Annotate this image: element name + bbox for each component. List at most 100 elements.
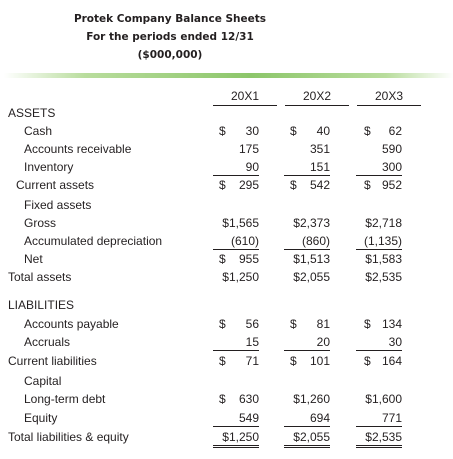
value-20x3: (1,135) bbox=[356, 234, 402, 250]
currency-sign: $ bbox=[219, 124, 226, 138]
value-20x3: $2,535 bbox=[365, 270, 402, 284]
currency-sign: $ bbox=[219, 317, 226, 331]
row-label: Accounts payable bbox=[24, 317, 119, 331]
table-row: Fixed assets bbox=[0, 197, 453, 215]
table-row: Accumulated depreciation (610) (860) (1,… bbox=[0, 233, 453, 251]
table-row: Accruals 15 20 30 bbox=[0, 334, 453, 352]
title-units: ($000,000) bbox=[137, 49, 203, 61]
column-header-20x1: 20X1 bbox=[213, 89, 277, 106]
value-20x3: $1,583 bbox=[365, 252, 402, 266]
table-row: Gross $1,565 $2,373 $2,718 bbox=[0, 215, 453, 233]
value-20x3: 134 bbox=[381, 317, 402, 331]
value-20x3: 164 bbox=[381, 354, 402, 368]
value-20x1: 175 bbox=[238, 142, 259, 156]
value-20x2: $2,373 bbox=[293, 216, 330, 230]
value-20x2: 81 bbox=[316, 317, 330, 331]
title-company: Protek Company Balance Sheets bbox=[73, 13, 267, 25]
value-20x1: 630 bbox=[238, 392, 259, 406]
currency-sign: $ bbox=[219, 252, 226, 266]
column-header-20x2: 20X2 bbox=[285, 89, 349, 106]
currency-sign: $ bbox=[290, 354, 297, 368]
value-20x1: (610) bbox=[213, 234, 259, 250]
currency-sign: $ bbox=[290, 178, 297, 192]
value-20x3: 300 bbox=[356, 160, 402, 176]
section-label: ASSETS bbox=[8, 106, 56, 120]
row-label: Fixed assets bbox=[24, 198, 92, 212]
value-20x1: 295 bbox=[238, 178, 259, 192]
value-20x3: $2,535 bbox=[356, 430, 402, 448]
value-20x2: 40 bbox=[316, 124, 330, 138]
value-20x3: 590 bbox=[381, 142, 402, 156]
column-header-20x3: 20X3 bbox=[357, 89, 421, 106]
value-20x3: 771 bbox=[356, 411, 402, 427]
row-label: Inventory bbox=[24, 160, 74, 174]
row-label: Current assets bbox=[16, 178, 95, 192]
table-row: Current liabilities $ 71 $ 101 $ 164 bbox=[0, 353, 453, 371]
section-heading-liabilities: LIABILITIES bbox=[0, 297, 453, 315]
value-20x3: 62 bbox=[388, 124, 402, 138]
table-row: Inventory 90 151 300 bbox=[0, 159, 453, 177]
value-20x1: 56 bbox=[245, 317, 259, 331]
value-20x3: 952 bbox=[381, 178, 402, 192]
value-20x2: 351 bbox=[309, 142, 330, 156]
table-row: Accounts receivable 175 351 590 bbox=[0, 141, 453, 159]
value-20x3: 30 bbox=[356, 335, 402, 351]
table-row: Current assets $ 295 $ 542 $ 952 bbox=[0, 177, 453, 195]
table-row: Capital bbox=[0, 373, 453, 391]
value-20x2: $1,260 bbox=[293, 392, 330, 406]
value-20x2: 20 bbox=[284, 335, 330, 351]
value-20x1: 90 bbox=[213, 160, 259, 176]
currency-sign: $ bbox=[219, 392, 226, 406]
currency-sign: $ bbox=[290, 124, 297, 138]
currency-sign: $ bbox=[219, 178, 226, 192]
currency-sign: $ bbox=[364, 178, 371, 192]
section-heading-assets: ASSETS bbox=[0, 105, 453, 123]
row-label: Current liabilities bbox=[8, 354, 97, 368]
currency-sign: $ bbox=[364, 317, 371, 331]
row-label: Net bbox=[24, 252, 43, 266]
row-label: Capital bbox=[24, 374, 62, 388]
value-20x2: $1,513 bbox=[293, 252, 330, 266]
value-20x1: $1,565 bbox=[222, 216, 259, 230]
header-divider-bar bbox=[4, 73, 453, 78]
table-row: Accounts payable $ 56 $ 81 $ 134 bbox=[0, 316, 453, 334]
value-20x1: 955 bbox=[238, 252, 259, 266]
row-label: Accumulated depreciation bbox=[24, 234, 163, 248]
title-period: For the periods ended 12/31 bbox=[86, 31, 254, 43]
row-label: Gross bbox=[24, 216, 57, 230]
table-row: Total assets $1,250 $2,055 $2,535 bbox=[0, 269, 453, 287]
value-20x2: 694 bbox=[284, 411, 330, 427]
row-label: Accounts receivable bbox=[24, 142, 132, 156]
table-row: Equity 549 694 771 bbox=[0, 410, 453, 428]
table-row: Cash $ 30 $ 40 $ 62 bbox=[0, 123, 453, 141]
row-label: Long-term debt bbox=[24, 392, 106, 406]
value-20x3: $2,718 bbox=[365, 216, 402, 230]
value-20x1: $1,250 bbox=[213, 430, 259, 448]
value-20x1: 71 bbox=[245, 354, 259, 368]
currency-sign: $ bbox=[364, 354, 371, 368]
value-20x2: (860) bbox=[284, 234, 330, 250]
value-20x2: $2,055 bbox=[284, 430, 330, 448]
row-label: Total liabilities & equity bbox=[8, 430, 129, 444]
table-row: Total liabilities & equity $1,250 $2,055… bbox=[0, 429, 453, 448]
row-label: Total assets bbox=[8, 270, 72, 284]
value-20x1: 30 bbox=[245, 124, 259, 138]
value-20x2: 151 bbox=[284, 160, 330, 176]
table-row: Net $ 955 $1,513 $1,583 bbox=[0, 251, 453, 269]
value-20x2: $2,055 bbox=[293, 270, 330, 284]
section-label: LIABILITIES bbox=[8, 298, 75, 312]
currency-sign: $ bbox=[290, 317, 297, 331]
row-label: Accruals bbox=[24, 335, 71, 349]
value-20x3: $1,600 bbox=[365, 392, 402, 406]
value-20x1: 15 bbox=[213, 335, 259, 351]
row-label: Cash bbox=[24, 124, 53, 138]
row-label: Equity bbox=[24, 411, 58, 425]
statement-title: Protek Company Balance Sheets For the pe… bbox=[0, 10, 340, 64]
value-20x1: $1,250 bbox=[222, 270, 259, 284]
value-20x2: 542 bbox=[309, 178, 330, 192]
table-row: Long-term debt $ 630 $1,260 $1,600 bbox=[0, 391, 453, 409]
value-20x1: 549 bbox=[213, 411, 259, 427]
value-20x2: 101 bbox=[309, 354, 330, 368]
currency-sign: $ bbox=[219, 354, 226, 368]
currency-sign: $ bbox=[364, 124, 371, 138]
